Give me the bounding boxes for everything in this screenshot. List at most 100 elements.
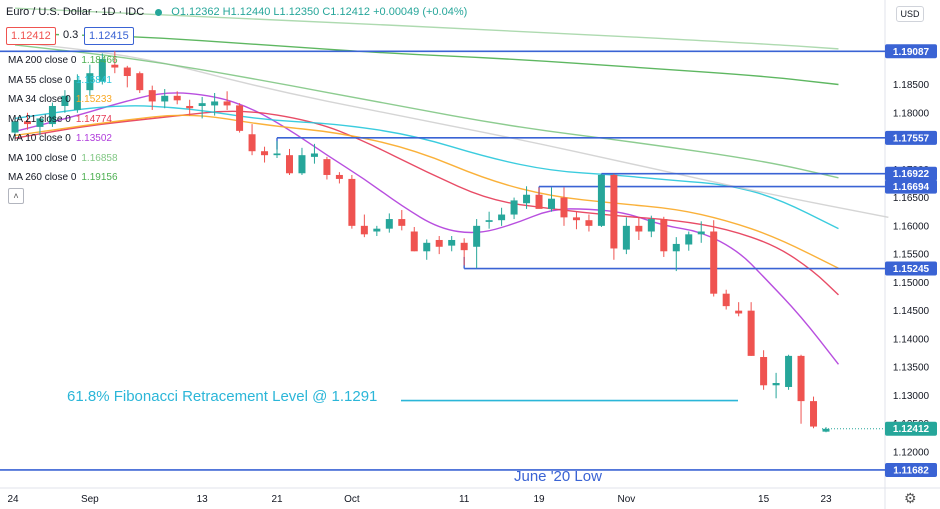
candle-body: [760, 357, 768, 386]
candle-body: [448, 239, 456, 246]
moving-averages: [14, 7, 889, 365]
legend-ma260[interactable]: MA 260 close 0 1.19156: [8, 172, 118, 183]
candle: [23, 112, 31, 130]
axis-marks: 1.19087 1.17557 1.16922 1.16694 1.15245 1.116…: [885, 44, 937, 477]
candle-body: [48, 105, 56, 125]
candle: [261, 146, 269, 163]
candle: [335, 172, 343, 184]
candle: [348, 174, 356, 229]
candles: [11, 51, 830, 433]
candle-body: [710, 231, 718, 294]
y-tick-label: 1.18500: [893, 80, 930, 91]
candle-body: [186, 105, 194, 109]
candle: [473, 219, 481, 269]
june-low-annotation: June '20 Low: [514, 468, 602, 485]
candle-body: [610, 174, 618, 249]
candle-body: [23, 121, 31, 125]
candle-body: [148, 90, 156, 102]
candle-body: [360, 225, 368, 235]
x-tick-label: 21: [271, 494, 283, 505]
candle-body: [273, 153, 281, 156]
candle: [760, 350, 768, 390]
candle: [423, 239, 431, 260]
y-tick-label: 1.18000: [893, 108, 930, 119]
candle-body: [510, 200, 518, 215]
indicator-legend: MA 200 close 0 1.18466 MA 55 close 0 1.158…: [8, 51, 118, 188]
level-price-mark: 1.15245: [893, 264, 930, 275]
candle: [672, 237, 680, 272]
currency-button[interactable]: USD: [896, 6, 924, 22]
legend-ma34[interactable]: MA 34 close 0 1.15233: [8, 94, 112, 105]
candle: [622, 217, 630, 255]
candle: [48, 102, 56, 127]
candle: [385, 213, 393, 233]
legend-ma10[interactable]: MA 10 close 0 1.13502: [8, 133, 112, 144]
symbol-title[interactable]: Euro / U.S. Dollar · 1D · IDC: [6, 6, 145, 18]
candle-body: [335, 174, 343, 179]
ma-line-ma-10: [14, 92, 840, 365]
legend-ma21[interactable]: MA 21 close 0 1.14774: [8, 113, 112, 125]
x-tick-label: 11: [459, 494, 470, 505]
candle-body: [660, 219, 668, 252]
candle-body: [697, 231, 705, 235]
ma-line-ma-260: [14, 41, 889, 219]
candle-body: [672, 243, 680, 252]
ohlc-readout: O1.12362 H1.12440 L1.12350 C1.12412 +0.0…: [171, 6, 468, 18]
candle: [186, 99, 194, 116]
collapse-legend-button[interactable]: ˄: [8, 188, 24, 204]
candle-body: [460, 242, 468, 251]
level-price-mark-bg: [885, 261, 937, 276]
candle-body: [261, 151, 269, 156]
candle: [298, 147, 306, 175]
candle-body: [772, 383, 780, 386]
candle-body: [11, 121, 19, 133]
candle-body: [523, 194, 531, 204]
candle: [173, 91, 181, 105]
candle-body: [373, 228, 381, 232]
legend-ma100[interactable]: MA 100 close 0 1.16858: [8, 152, 118, 164]
candle-body: [622, 225, 630, 250]
candle-body: [473, 225, 481, 247]
candle: [548, 187, 556, 212]
legend-ma200[interactable]: MA 200 close 0 1.18466: [8, 55, 118, 66]
candle: [610, 173, 618, 260]
candle-body: [785, 355, 793, 387]
candle-body: [111, 64, 119, 68]
candle-body: [198, 103, 206, 106]
candle-body: [735, 310, 743, 314]
candle: [360, 214, 368, 238]
ask-price-box[interactable]: 1.12415: [84, 27, 134, 45]
candle: [285, 148, 293, 175]
candle: [735, 302, 743, 317]
y-tick-label: 1.15500: [893, 250, 930, 261]
legend-ma55[interactable]: MA 55 close 0 1.15841: [8, 74, 112, 86]
y-tick-label: 1.14500: [893, 306, 930, 317]
candle: [585, 214, 593, 232]
candle: [273, 141, 281, 158]
candle: [772, 372, 780, 399]
spread-value: 0.3: [59, 27, 83, 43]
horizontal-levels: [0, 50, 885, 471]
candle: [635, 217, 643, 240]
y-tick-label: 1.16500: [893, 193, 930, 204]
bid-price-box[interactable]: 1.12412: [6, 27, 56, 45]
level-price-mark-bg: [885, 166, 937, 181]
y-tick-label: 1.13000: [893, 391, 930, 402]
x-tick-label: 13: [197, 494, 209, 505]
y-tick-label: 1.14000: [893, 334, 930, 345]
gear-icon[interactable]: ⚙: [904, 490, 917, 506]
candle: [597, 173, 605, 227]
candle: [98, 53, 106, 85]
candle: [161, 89, 169, 109]
x-tick-label: Oct: [344, 494, 360, 505]
candle: [810, 396, 818, 429]
candle-body: [86, 73, 94, 91]
ma-line-ma-55: [14, 105, 839, 230]
candle: [523, 186, 531, 209]
y-tick-label: 1.15000: [893, 278, 930, 289]
candle: [86, 64, 94, 96]
candle-body: [136, 73, 144, 91]
candle: [11, 117, 19, 139]
